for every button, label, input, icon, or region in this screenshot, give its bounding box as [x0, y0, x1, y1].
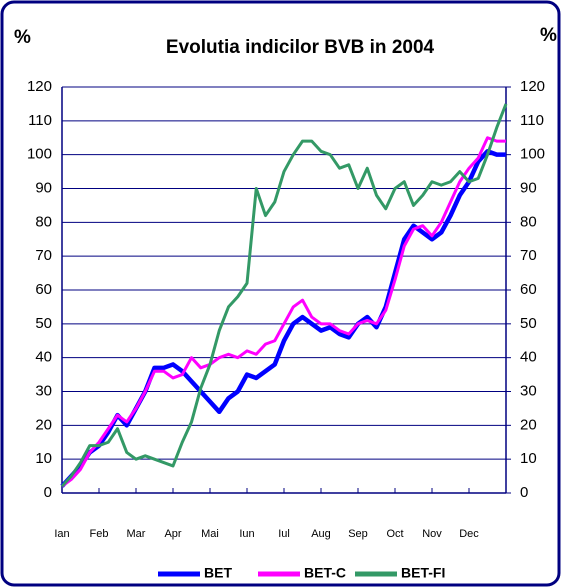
- y-tick-label: 60: [35, 281, 52, 298]
- y-tick-label: 30: [35, 382, 52, 399]
- y2-tick-label: 30: [520, 382, 537, 399]
- y-tick-label: 10: [35, 450, 52, 467]
- legend-label: BET-C: [304, 565, 346, 581]
- data-line: [61, 136, 506, 488]
- x-tick-label: Nov: [422, 528, 442, 540]
- y2-tick-label: 100: [520, 146, 545, 163]
- y2-tick-label: 0: [520, 484, 528, 501]
- y-tick-label: 20: [35, 416, 52, 433]
- y2-tick-label: 120: [520, 78, 545, 95]
- y-tick-label: 120: [27, 78, 52, 95]
- x-tick-label: Apr: [164, 528, 181, 540]
- legend-label: BET: [204, 565, 232, 581]
- x-tick-label: Aug: [311, 528, 331, 540]
- x-tick-label: Mar: [127, 528, 146, 540]
- x-tick-label: Ian: [54, 528, 69, 540]
- y2-tick-label: 110: [520, 112, 544, 129]
- x-tick-label: Iul: [278, 528, 290, 540]
- y2-tick-label: 80: [520, 213, 537, 230]
- y-tick-label: 70: [35, 247, 52, 264]
- y-tick-label: 100: [27, 146, 52, 163]
- y2-axis-label: %: [540, 25, 557, 46]
- y2-tick-label: 50: [520, 315, 537, 332]
- y-tick-label: 40: [35, 349, 52, 366]
- x-tick-label: Oct: [386, 528, 403, 540]
- y-tick-label: 80: [35, 213, 52, 230]
- y-tick-label: 110: [28, 112, 52, 129]
- y2-tick-label: 10: [520, 450, 537, 467]
- x-tick-label: Sep: [348, 528, 368, 540]
- y-tick-label: 50: [35, 315, 52, 332]
- x-tick-label: Mai: [201, 528, 219, 540]
- y2-tick-label: 60: [520, 281, 537, 298]
- chart-title: Evolutia indicilor BVB in 2004: [166, 37, 435, 58]
- y2-tick-label: 90: [520, 179, 537, 196]
- y2-tick-label: 40: [520, 349, 537, 366]
- legend-label: BET-FI: [401, 565, 445, 581]
- x-tick-label: Feb: [90, 528, 109, 540]
- data-line: [60, 103, 508, 488]
- y-axis-label: %: [14, 27, 31, 48]
- x-tick-label: Dec: [459, 528, 479, 540]
- x-tick-label: Iun: [239, 528, 254, 540]
- y-tick-label: 90: [35, 179, 52, 196]
- y-tick-label: 0: [44, 484, 52, 501]
- y2-tick-label: 70: [520, 247, 537, 264]
- y2-tick-label: 20: [520, 416, 537, 433]
